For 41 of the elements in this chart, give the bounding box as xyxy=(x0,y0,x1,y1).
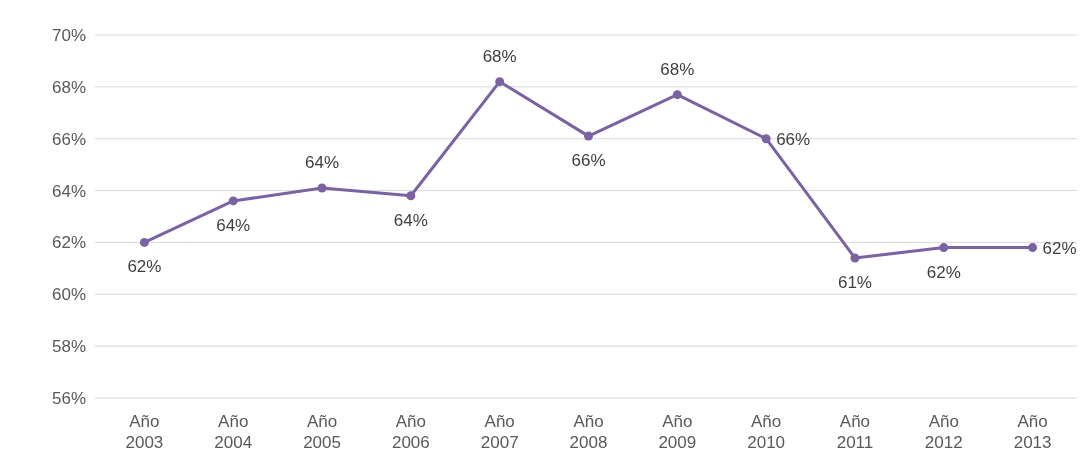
data-label: 64% xyxy=(216,215,251,235)
point xyxy=(584,131,593,141)
x-tick-label: Año 2004 xyxy=(214,412,253,452)
data-label: 62% xyxy=(926,262,961,282)
x-tick-label: Año 2005 xyxy=(303,412,341,452)
data-label: 62% xyxy=(1042,238,1077,258)
x-tick-label: Año 2012 xyxy=(924,412,963,452)
x-tick-label: Año 2007 xyxy=(480,412,519,452)
y-tick-label: 68% xyxy=(51,77,86,97)
data-label: 64% xyxy=(305,152,340,172)
x-tick-label: Año 2010 xyxy=(747,412,786,452)
y-tick-label: 70% xyxy=(51,26,86,45)
point xyxy=(1028,243,1038,253)
x-tick-label: Año 2009 xyxy=(658,412,697,452)
point xyxy=(139,237,149,247)
data-label: 62% xyxy=(127,257,162,277)
y-tick-label: 58% xyxy=(51,337,86,357)
y-tick-label: 56% xyxy=(51,389,86,408)
x-tick-label: Año 2003 xyxy=(125,412,164,452)
x-tick-label: Año 2013 xyxy=(1013,412,1052,452)
y-tick-label: 66% xyxy=(51,129,86,149)
point xyxy=(495,77,505,87)
x-tick-label: Año 2008 xyxy=(569,412,608,452)
x-tick-label: Año 2011 xyxy=(836,412,874,452)
data-label: 61% xyxy=(837,272,872,292)
y-tick-label: 60% xyxy=(51,285,86,305)
point xyxy=(406,191,416,201)
data-label: 66% xyxy=(571,151,606,171)
data-label: 64% xyxy=(393,210,428,230)
point xyxy=(761,134,771,144)
point xyxy=(850,253,860,263)
point xyxy=(672,90,682,100)
data-label: 66% xyxy=(776,129,811,149)
point xyxy=(939,243,949,253)
y-tick-label: 62% xyxy=(51,233,86,253)
data-label: 68% xyxy=(482,46,517,66)
x-tick-label: Año 2006 xyxy=(391,412,430,452)
point xyxy=(228,196,238,206)
point xyxy=(317,183,327,193)
y-tick-label: 64% xyxy=(51,181,86,201)
data-label: 68% xyxy=(660,59,695,79)
